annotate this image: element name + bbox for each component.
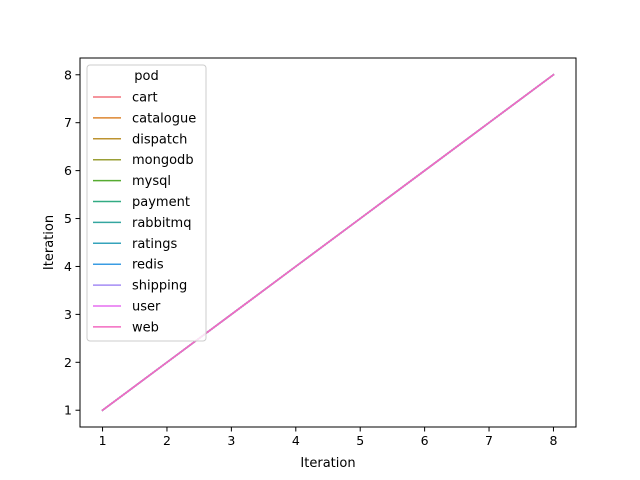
legend-label-user: user: [132, 300, 161, 315]
y-tick-label: 1: [64, 403, 72, 418]
legend-label-web: web: [132, 320, 159, 335]
x-tick-label: 2: [163, 433, 171, 448]
y-tick-label: 8: [64, 67, 72, 82]
y-ticks: 1 2 3 4 5 6 7 8: [64, 67, 80, 418]
legend-label-mongodb: mongodb: [132, 153, 194, 168]
legend: pod cart catalogue dispatch mongodb mysql pay…: [86, 64, 207, 342]
legend-label-cart: cart: [132, 91, 158, 106]
x-ticks: 1 2 3 4 5 6 7 8: [99, 427, 557, 448]
x-axis-label: Iteration: [300, 456, 355, 471]
legend-label-ratings: ratings: [132, 237, 178, 252]
legend-box: [86, 64, 207, 342]
y-tick-label: 6: [64, 163, 72, 178]
x-tick-label: 6: [421, 433, 429, 448]
x-tick-label: 5: [356, 433, 364, 448]
y-axis-label: Iteration: [42, 215, 57, 270]
plot-frame: [79, 57, 577, 428]
x-tick-label: 1: [99, 433, 107, 448]
legend-label-shipping: shipping: [132, 279, 187, 294]
legend-label-mysql: mysql: [132, 174, 171, 189]
x-tick-label: 4: [292, 433, 300, 448]
x-tick-label: 7: [485, 433, 493, 448]
legend-label-payment: payment: [132, 195, 190, 210]
axes-layer: [79, 57, 577, 428]
legend-title: pod: [134, 69, 158, 84]
x-tick-label: 3: [227, 433, 235, 448]
series-layer: [101, 73, 555, 412]
series-line-web: [101, 73, 555, 412]
legend-label-dispatch: dispatch: [132, 132, 187, 147]
y-tick-label: 7: [64, 115, 72, 130]
y-tick-label: 2: [64, 355, 72, 370]
y-tick-label: 3: [64, 307, 72, 322]
legend-label-redis: redis: [132, 258, 164, 273]
legend-label-rabbitmq: rabbitmq: [132, 216, 191, 231]
legend-label-catalogue: catalogue: [132, 111, 196, 126]
y-tick-label: 5: [64, 211, 72, 226]
x-tick-label: 8: [549, 433, 557, 448]
y-tick-label: 4: [64, 259, 72, 274]
